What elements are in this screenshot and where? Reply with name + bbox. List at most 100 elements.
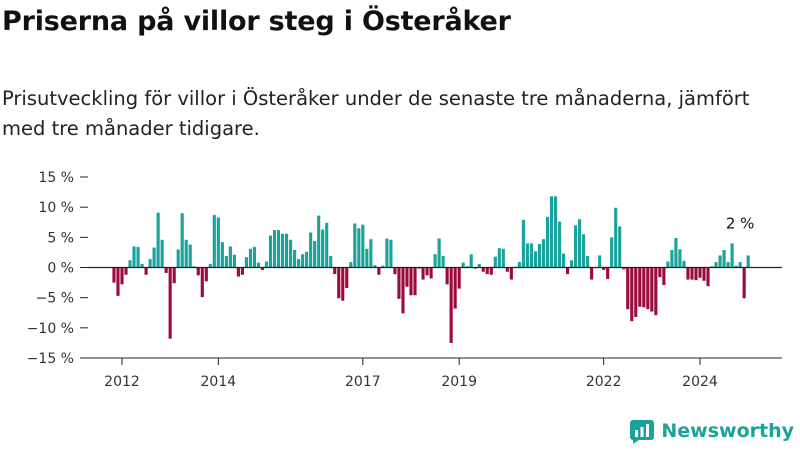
- bar-negative: [337, 267, 341, 299]
- bar-positive: [525, 243, 529, 268]
- bar-positive: [545, 216, 550, 268]
- bar-negative: [686, 267, 690, 280]
- bar-negative: [505, 267, 509, 272]
- y-tick-label: 5 %: [47, 230, 74, 246]
- bar-positive: [493, 256, 497, 268]
- bar-negative: [638, 267, 642, 307]
- bar-positive: [329, 256, 333, 268]
- bar-positive: [533, 251, 537, 268]
- bar-positive: [301, 254, 305, 268]
- bar-positive: [232, 254, 236, 268]
- bar-positive: [220, 242, 224, 268]
- bar-negative: [654, 267, 658, 316]
- bar-positive: [549, 196, 554, 268]
- x-tick-label: 2022: [586, 374, 622, 390]
- bar-positive: [670, 250, 674, 268]
- bar-negative: [204, 267, 208, 282]
- chart-title: Priserna på villor steg i Österåker: [2, 6, 511, 37]
- bar-positive: [497, 248, 501, 268]
- bar-positive: [365, 248, 369, 268]
- bar-positive: [244, 257, 248, 268]
- bar-negative: [425, 267, 429, 276]
- y-tick-label: 15 %: [38, 170, 74, 186]
- bar-positive: [228, 246, 232, 268]
- x-axis: 2012 2014 2017 2019 2022 2024: [88, 357, 782, 390]
- bar-negative: [642, 267, 646, 308]
- bar-positive: [557, 221, 562, 268]
- bar-negative: [409, 267, 413, 296]
- bar-negative: [196, 267, 200, 276]
- bar-positive: [373, 265, 377, 268]
- bar-positive: [674, 237, 678, 268]
- bar-negative: [658, 267, 662, 278]
- bar-negative: [457, 267, 461, 289]
- bar-negative: [345, 267, 349, 289]
- bar-positive: [569, 260, 574, 268]
- bar-negative: [397, 267, 401, 299]
- bar-negative: [341, 267, 345, 301]
- y-tick-label: 10 %: [38, 200, 74, 216]
- bar-positive: [718, 255, 722, 268]
- bar-positive: [586, 256, 590, 268]
- bar-positive: [610, 237, 614, 268]
- bar-positive: [268, 235, 273, 268]
- bar-negative: [417, 267, 421, 269]
- bar-negative: [405, 267, 409, 287]
- bar-negative: [706, 267, 710, 287]
- bar-positive: [678, 249, 682, 268]
- bar-negative: [421, 267, 425, 280]
- bar-positive: [132, 246, 136, 268]
- bar-negative: [650, 267, 654, 312]
- bar-positive: [517, 262, 521, 268]
- bar-positive: [389, 239, 393, 268]
- bar-positive: [726, 262, 730, 268]
- bar-positive: [357, 228, 361, 268]
- bar-negative: [200, 267, 204, 298]
- bar-positive: [469, 254, 473, 268]
- bar-negative: [485, 267, 489, 275]
- bar-positive: [313, 240, 317, 268]
- bar-positive: [521, 219, 525, 268]
- y-tick-label: −15 %: [27, 351, 74, 367]
- x-tick-label: 2024: [682, 374, 718, 390]
- bar-positive: [441, 256, 445, 268]
- bar-positive: [582, 234, 586, 268]
- bar-negative: [565, 267, 570, 275]
- bar-positive: [128, 260, 132, 268]
- bar-positive: [208, 263, 212, 268]
- bar-negative: [606, 267, 610, 279]
- bar-positive: [714, 262, 718, 268]
- newsworthy-logo-icon: [630, 420, 655, 444]
- bar-positive: [252, 246, 257, 268]
- bar-negative: [393, 267, 397, 275]
- bar-negative: [694, 267, 698, 281]
- bar-positive: [537, 243, 542, 268]
- bar-positive: [710, 266, 714, 268]
- bar-positive: [272, 230, 277, 268]
- bar-positive: [289, 239, 293, 268]
- bar-positive: [614, 207, 618, 268]
- bar-negative: [401, 267, 405, 314]
- bar-positive: [156, 212, 160, 268]
- bar-positive: [722, 250, 726, 268]
- bar-positive: [437, 238, 441, 268]
- x-tick-label: 2012: [104, 374, 140, 390]
- bar-negative: [602, 267, 606, 270]
- bar-positive: [148, 259, 152, 268]
- bar-series: [112, 196, 750, 343]
- bar-positive: [184, 239, 188, 268]
- bar-negative: [590, 267, 594, 280]
- bar-positive: [136, 246, 140, 268]
- bar-positive: [578, 219, 582, 268]
- bar-negative: [662, 267, 666, 285]
- bar-positive: [369, 239, 373, 268]
- bar-positive: [212, 215, 216, 268]
- bar-negative: [702, 267, 706, 281]
- bar-negative: [172, 267, 176, 284]
- bar-positive: [176, 249, 180, 268]
- bar-negative: [473, 267, 477, 269]
- bar-positive: [682, 260, 686, 268]
- y-tick-label: −5 %: [36, 291, 74, 307]
- latest-value-annotation: 2 %: [726, 214, 755, 232]
